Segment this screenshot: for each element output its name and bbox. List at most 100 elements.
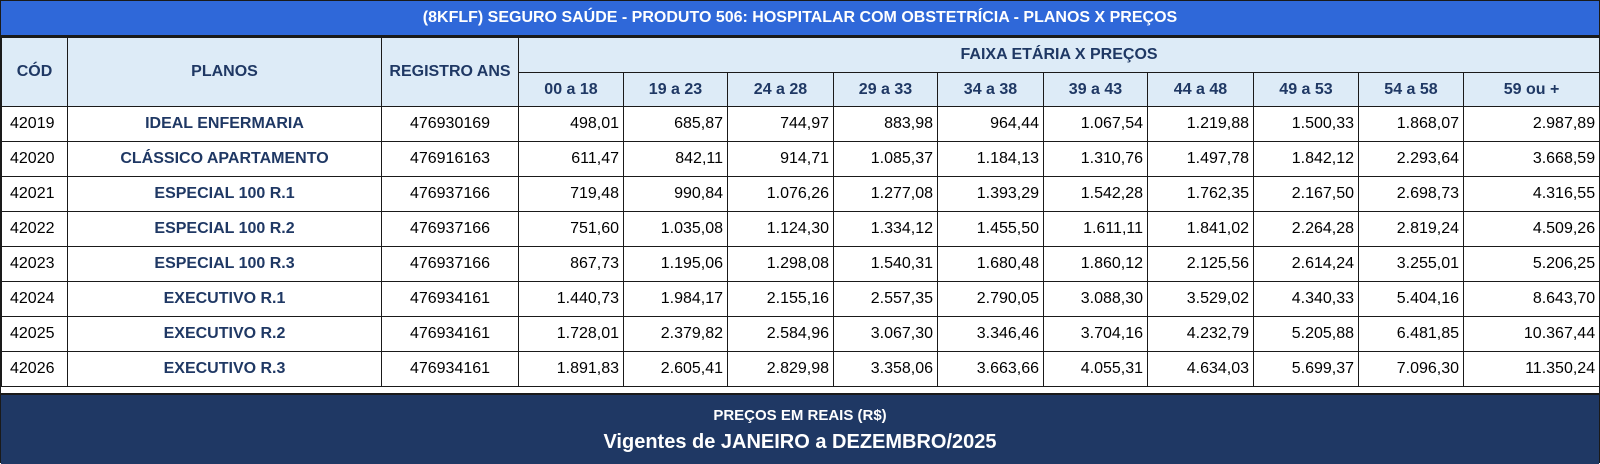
cell-price: 3.255,01 — [1358, 246, 1464, 282]
cell-price: 867,73 — [518, 246, 624, 282]
validity-note: Vigentes de JANEIRO a DEZEMBRO/2025 — [603, 431, 997, 453]
price-table: CÓD PLANOS REGISTRO ANS FAIXA ETÁRIA X P… — [1, 37, 1600, 387]
cell-price: 1.035,08 — [623, 211, 728, 247]
cell-price: 1.184,13 — [937, 141, 1044, 177]
cell-plan: EXECUTIVO R.2 — [67, 316, 382, 352]
cell-registro-ans: 476937166 — [381, 176, 519, 212]
header-faixa-etaria: FAIXA ETÁRIA X PREÇOS — [517, 37, 1600, 73]
cell-price: 2.987,89 — [1462, 106, 1600, 142]
cell-price: 1.067,54 — [1043, 106, 1148, 142]
table-row: 42019 IDEAL ENFERMARIA 476930169 498,01 685,… — [1, 106, 1600, 142]
cell-plan: ESPECIAL 100 R.2 — [67, 211, 382, 247]
cell-registro-ans: 476934161 — [381, 351, 519, 387]
header-age-band: 49 a 53 — [1253, 72, 1359, 107]
cell-price: 6.481,85 — [1358, 316, 1464, 352]
cell-price: 10.367,44 — [1462, 316, 1600, 352]
cell-registro-ans: 476937166 — [381, 246, 519, 282]
cell-cod: 42020 — [1, 141, 68, 177]
cell-registro-ans: 476930169 — [381, 106, 519, 142]
cell-price: 914,71 — [727, 141, 834, 177]
cell-plan: EXECUTIVO R.3 — [67, 351, 382, 387]
table-row: 42023 ESPECIAL 100 R.3 476937166 867,73 1.19… — [1, 246, 1600, 282]
cell-price: 751,60 — [518, 211, 624, 247]
cell-price: 1.542,28 — [1043, 176, 1148, 212]
cell-price: 3.663,66 — [937, 351, 1044, 387]
cell-plan: EXECUTIVO R.1 — [67, 281, 382, 317]
cell-plan: IDEAL ENFERMARIA — [67, 106, 382, 142]
cell-cod: 42026 — [1, 351, 68, 387]
cell-cod: 42022 — [1, 211, 68, 247]
header-age-band: 24 a 28 — [727, 72, 834, 107]
footer-banner: PREÇOS EM REAIS (R$) Vigentes de JANEIRO… — [1, 393, 1599, 464]
cell-price: 4.340,33 — [1253, 281, 1359, 317]
cell-price: 883,98 — [833, 106, 938, 142]
cell-registro-ans: 476934161 — [381, 316, 519, 352]
cell-price: 5.404,16 — [1358, 281, 1464, 317]
cell-plan: ESPECIAL 100 R.3 — [67, 246, 382, 282]
cell-price: 1.219,88 — [1147, 106, 1254, 142]
cell-price: 2.614,24 — [1253, 246, 1359, 282]
cell-price: 8.643,70 — [1462, 281, 1600, 317]
cell-price: 1.298,08 — [727, 246, 834, 282]
cell-price: 2.155,16 — [727, 281, 834, 317]
cell-cod: 42019 — [1, 106, 68, 142]
cell-price: 1.762,35 — [1147, 176, 1254, 212]
header-age-band: 44 a 48 — [1147, 72, 1254, 107]
cell-price: 2.293,64 — [1358, 141, 1464, 177]
cell-price: 4.634,03 — [1147, 351, 1254, 387]
table-row: 42025 EXECUTIVO R.2 476934161 1.728,01 2.379… — [1, 316, 1600, 352]
cell-price: 2.829,98 — [727, 351, 834, 387]
cell-price: 842,11 — [623, 141, 728, 177]
table-row: 42022 ESPECIAL 100 R.2 476937166 751,60 1.03… — [1, 211, 1600, 247]
cell-price: 2.605,41 — [623, 351, 728, 387]
cell-price: 719,48 — [518, 176, 624, 212]
cell-price: 1.393,29 — [937, 176, 1044, 212]
cell-price: 1.076,26 — [727, 176, 834, 212]
header-planos: PLANOS — [67, 37, 382, 107]
cell-price: 2.790,05 — [937, 281, 1044, 317]
cell-price: 1.868,07 — [1358, 106, 1464, 142]
cell-price: 1.680,48 — [937, 246, 1044, 282]
cell-cod: 42024 — [1, 281, 68, 317]
cell-registro-ans: 476937166 — [381, 211, 519, 247]
cell-price: 685,87 — [623, 106, 728, 142]
cell-price: 4.509,26 — [1462, 211, 1600, 247]
sheet-title: (8KFLF) SEGURO SAÚDE - PRODUTO 506: HOSP… — [1, 1, 1599, 37]
cell-cod: 42025 — [1, 316, 68, 352]
cell-cod: 42021 — [1, 176, 68, 212]
cell-registro-ans: 476934161 — [381, 281, 519, 317]
header-age-band: 29 a 33 — [833, 72, 938, 107]
header-registro-ans: REGISTRO ANS — [381, 37, 519, 107]
cell-price: 3.529,02 — [1147, 281, 1254, 317]
cell-price: 1.860,12 — [1043, 246, 1148, 282]
cell-price: 744,97 — [727, 106, 834, 142]
table-row: 42021 ESPECIAL 100 R.1 476937166 719,48 990,… — [1, 176, 1600, 212]
cell-price: 990,84 — [623, 176, 728, 212]
cell-price: 4.232,79 — [1147, 316, 1254, 352]
cell-price: 1.841,02 — [1147, 211, 1254, 247]
cell-price: 5.699,37 — [1253, 351, 1359, 387]
table-row: 42020 CLÁSSICO APARTAMENTO 476916163 611,47… — [1, 141, 1600, 177]
cell-plan: ESPECIAL 100 R.1 — [67, 176, 382, 212]
cell-price: 2.167,50 — [1253, 176, 1359, 212]
header-age-band: 00 a 18 — [518, 72, 624, 107]
cell-price: 4.055,31 — [1043, 351, 1148, 387]
cell-price: 1.440,73 — [518, 281, 624, 317]
table-row: 42026 EXECUTIVO R.3 476934161 1.891,83 2.605… — [1, 351, 1600, 387]
cell-price: 1.984,17 — [623, 281, 728, 317]
header-age-band: 19 a 23 — [623, 72, 728, 107]
header-age-band: 59 ou + — [1462, 72, 1600, 107]
cell-plan: CLÁSSICO APARTAMENTO — [67, 141, 382, 177]
cell-price: 2.584,96 — [727, 316, 834, 352]
cell-price: 2.819,24 — [1358, 211, 1464, 247]
cell-price: 1.455,50 — [937, 211, 1044, 247]
cell-price: 2.557,35 — [833, 281, 938, 317]
cell-price: 2.125,56 — [1147, 246, 1254, 282]
cell-price: 1.310,76 — [1043, 141, 1148, 177]
cell-registro-ans: 476916163 — [381, 141, 519, 177]
cell-price: 3.668,59 — [1462, 141, 1600, 177]
cell-price: 1.728,01 — [518, 316, 624, 352]
cell-price: 1.085,37 — [833, 141, 938, 177]
cell-price: 2.698,73 — [1358, 176, 1464, 212]
